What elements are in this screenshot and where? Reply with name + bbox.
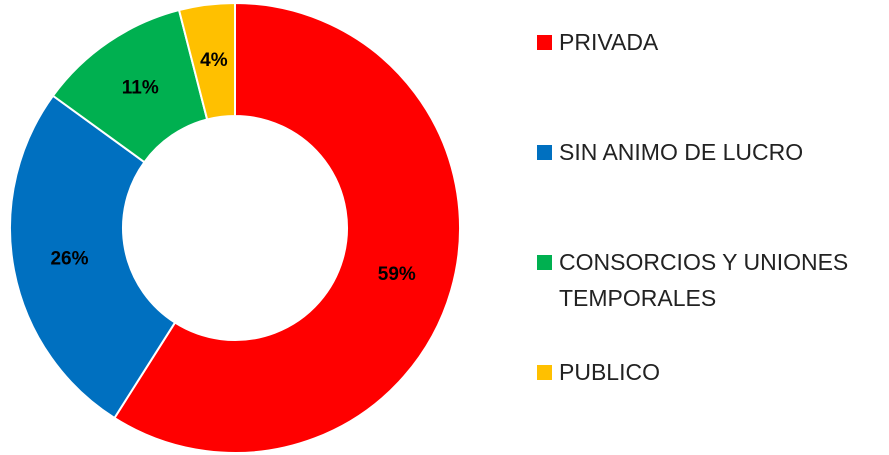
donut-slice (9, 94, 177, 420)
legend-item: CONSORCIOS Y UNIONES TEMPORALES (537, 244, 882, 316)
donut-slice (177, 1, 236, 121)
donut-slice (113, 1, 461, 454)
legend-swatch (537, 35, 552, 50)
legend-item: PUBLICO (537, 354, 882, 390)
legend-swatch (537, 255, 552, 270)
data-label: 26% (50, 249, 88, 270)
data-label: 11% (122, 78, 159, 99)
legend-item: PRIVADA (537, 24, 882, 60)
data-label: 4% (200, 50, 228, 71)
legend-item: SIN ANIMO DE LUCRO (537, 134, 882, 170)
legend-label: CONSORCIOS Y UNIONES TEMPORALES (559, 249, 849, 311)
legend-label: PRIVADA (559, 29, 659, 55)
chart: 59% 26% 11% 4% (9, 1, 461, 454)
data-label: 59% (378, 264, 416, 285)
legend-label: SIN ANIMO DE LUCRO (559, 139, 804, 165)
legend-swatch (537, 145, 552, 160)
legend-label: PUBLICO (559, 359, 660, 385)
legend-swatch (537, 365, 552, 380)
